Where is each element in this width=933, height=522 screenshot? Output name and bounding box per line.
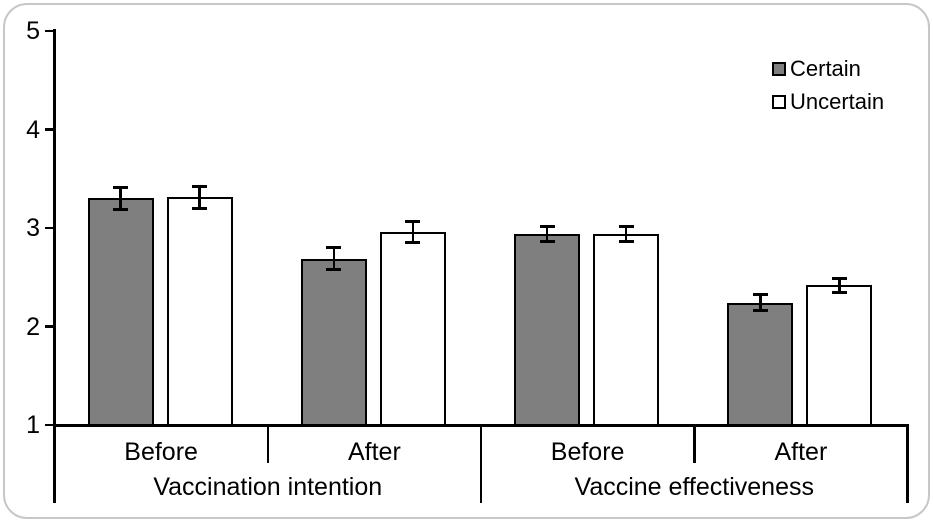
error-bar-certain-vaccine-effectiveness-before-cap-bottom [539,240,555,244]
y-tick [45,128,54,131]
group-divider [52,426,56,503]
legend-item-uncertain: Uncertain [772,89,884,115]
y-tick [45,226,54,230]
bar-uncertain-vaccination-intention-before [166,197,233,427]
error-bar-uncertain-vaccine-effectiveness-after-cap-top [831,276,847,280]
error-bar-certain-vaccination-intention-after [332,247,335,270]
error-bar-certain-vaccination-intention-after-cap-top [326,246,342,250]
error-bar-certain-vaccination-intention-before [119,187,122,210]
bar-uncertain-vaccine-effectiveness-before [593,233,659,427]
error-bar-uncertain-vaccine-effectiveness-before-cap-bottom [618,240,634,244]
error-bar-certain-vaccination-intention-before-cap-top [113,186,128,190]
x-axis [52,423,909,427]
category-divider [693,426,696,463]
y-axis-tick-label: 3 [26,214,40,242]
error-bar-certain-vaccine-effectiveness-before [545,226,549,242]
error-bar-uncertain-vaccination-intention-after [411,221,414,243]
error-bar-certain-vaccine-effectiveness-after-cap-bottom [752,309,768,313]
y-axis-tick-label: 5 [26,17,40,45]
bar-uncertain-vaccination-intention-after [379,231,446,427]
y-axis-tick-label: 1 [26,411,40,439]
y-tick [45,325,54,328]
group-label-vaccination-intention: Vaccination intention [153,473,383,501]
error-bar-uncertain-vaccination-intention-before [198,186,201,209]
y-tick [45,423,54,427]
bar-certain-vaccination-intention-before [87,198,154,427]
group-divider [479,426,483,503]
error-bar-certain-vaccination-intention-after-cap-bottom [326,267,342,271]
error-bar-uncertain-vaccination-intention-before-cap-bottom [192,206,207,210]
group-label-vaccine-effectiveness: Vaccine effectiveness [574,473,815,501]
legend-label-certain: Certain [790,56,861,81]
y-axis-tick-label: 4 [26,115,40,144]
error-bar-uncertain-vaccine-effectiveness-before-cap-top [618,224,634,228]
group-divider [906,426,909,503]
y-axis-tick-label: 2 [26,312,40,341]
category-divider [266,426,269,463]
error-bar-uncertain-vaccination-intention-after-cap-top [405,219,421,223]
bar-uncertain-vaccine-effectiveness-after [806,285,873,427]
legend-swatch-certain [772,62,786,76]
bar-certain-vaccine-effectiveness-before [514,233,580,427]
category-label-after: After [347,438,401,466]
category-label-before: Before [124,438,198,466]
y-tick [45,29,54,33]
error-bar-uncertain-vaccine-effectiveness-after-cap-bottom [831,290,847,294]
y-axis [52,29,56,427]
legend: Certain Uncertain [772,56,884,115]
error-bar-uncertain-vaccination-intention-before-cap-top [192,185,207,189]
category-label-before: Before [550,438,625,466]
error-bar-certain-vaccine-effectiveness-after-cap-top [752,293,768,297]
legend-swatch-uncertain [772,95,786,109]
bar-certain-vaccine-effectiveness-after [727,302,794,427]
error-bar-uncertain-vaccine-effectiveness-before [624,226,628,242]
error-bar-certain-vaccination-intention-before-cap-bottom [113,207,128,211]
category-label-after: After [774,438,828,466]
legend-label-uncertain: Uncertain [790,89,885,114]
error-bar-uncertain-vaccine-effectiveness-after [838,278,841,293]
error-bar-certain-vaccine-effectiveness-after [759,294,762,311]
legend-item-certain: Certain [772,56,884,82]
bar-certain-vaccination-intention-after [300,258,367,427]
error-bar-certain-vaccine-effectiveness-before-cap-top [539,224,555,228]
error-bar-uncertain-vaccination-intention-after-cap-bottom [405,241,421,245]
